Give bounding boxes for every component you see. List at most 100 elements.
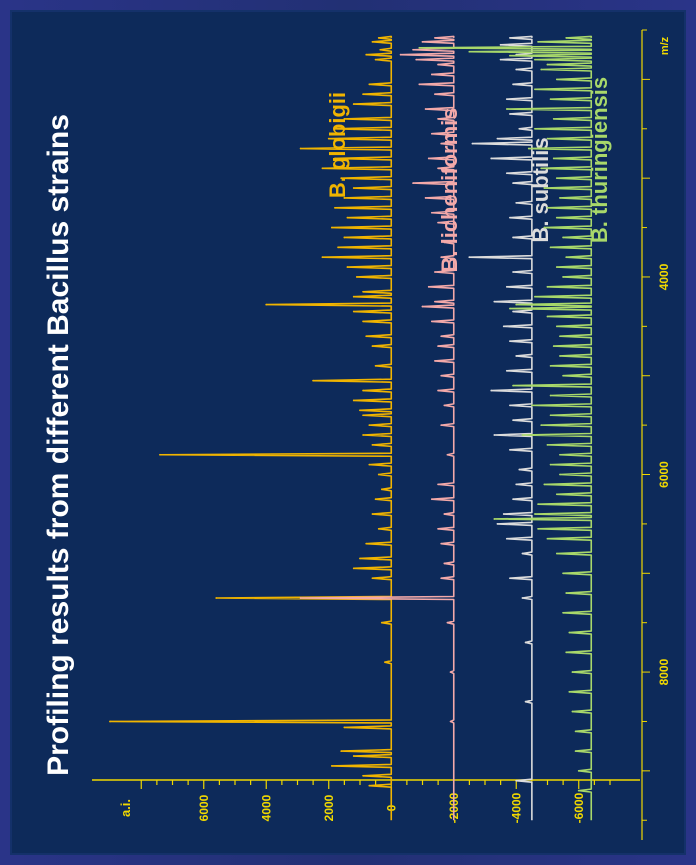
peak-point: [562, 276, 565, 278]
peak-point: [434, 271, 436, 273]
peak-point: [505, 98, 508, 101]
peak-point: [421, 305, 424, 308]
peak-point: [468, 50, 471, 53]
peak-point: [418, 46, 421, 49]
chart-panel: [10, 10, 686, 855]
peak-point: [440, 424, 443, 427]
peak-point: [380, 488, 383, 491]
peak-point: [512, 498, 515, 501]
peak-point: [515, 355, 518, 357]
peak-point: [109, 720, 111, 723]
peak-point: [521, 434, 524, 436]
peak-point: [346, 216, 349, 219]
peak-point: [430, 73, 433, 76]
series-line: [299, 35, 455, 821]
peak-point: [546, 63, 549, 66]
peak-point: [540, 167, 543, 170]
peak-point: [543, 483, 546, 486]
peak-point: [555, 493, 558, 496]
peak-point: [509, 577, 511, 580]
peak-point: [534, 295, 536, 298]
peak-point: [537, 527, 540, 530]
peak-point: [321, 167, 324, 170]
peak-point: [443, 513, 446, 515]
peak-point: [518, 468, 521, 471]
y-tick-label: -4000: [509, 792, 523, 823]
peak-point: [327, 137, 330, 140]
peak-point: [490, 389, 493, 392]
peak-point: [330, 226, 333, 229]
peak-point: [549, 246, 552, 249]
peak-point: [509, 54, 511, 57]
peak-point: [543, 187, 546, 189]
peak-point: [509, 340, 511, 343]
peak-point: [340, 750, 343, 752]
peak-point: [549, 414, 552, 417]
peak-point: [512, 310, 515, 313]
peak-point: [515, 779, 518, 782]
peak-point: [512, 236, 515, 239]
peak-point: [505, 369, 508, 372]
peak-point: [574, 730, 577, 733]
y-tick-label: 6000: [197, 794, 211, 821]
peak-point: [449, 671, 452, 673]
peak-point: [437, 483, 440, 486]
peak-point: [427, 157, 430, 160]
peak-point: [352, 103, 355, 105]
peak-point: [434, 300, 436, 303]
peak-point: [549, 364, 552, 367]
peak-point: [559, 335, 561, 338]
peak-point: [505, 172, 508, 175]
series-label: B. thuringiensis: [587, 77, 612, 243]
peak-point: [362, 320, 365, 323]
peak-point: [374, 58, 377, 61]
y-axis-label: a.i.: [118, 799, 133, 817]
peak-point: [577, 769, 580, 772]
peak-point: [334, 127, 336, 130]
peak-point: [509, 307, 511, 310]
peak-point: [412, 182, 415, 185]
peak-point: [524, 700, 527, 703]
peak-point: [521, 552, 524, 555]
peak-point: [368, 784, 371, 787]
peak-point: [555, 552, 558, 555]
peak-point: [555, 216, 558, 219]
series-line: [109, 35, 393, 821]
peak-point: [437, 389, 440, 392]
peak-point: [371, 513, 374, 515]
peak-point: [568, 690, 571, 693]
peak-point: [512, 384, 515, 387]
peak-point: [299, 147, 302, 150]
peak-point: [546, 285, 549, 288]
peak-point: [434, 360, 436, 362]
peak-point: [565, 651, 568, 654]
x-tick-label: 8000: [657, 658, 671, 685]
peak-point: [540, 424, 543, 427]
peak-point: [509, 404, 511, 407]
peak-point: [362, 290, 365, 293]
peak-point: [440, 142, 443, 145]
peak-point: [337, 246, 340, 249]
peak-point: [577, 789, 580, 792]
peak-point: [559, 453, 561, 456]
peak-point: [515, 303, 518, 306]
peak-point: [334, 157, 336, 160]
peak-point: [377, 473, 380, 476]
peak-point: [343, 726, 346, 729]
peak-point: [555, 325, 558, 328]
peak-point: [546, 137, 549, 140]
peak-point: [359, 409, 361, 412]
peak-point: [549, 394, 552, 397]
peak-point: [499, 43, 502, 46]
peak-point: [549, 98, 552, 101]
peak-point: [352, 567, 355, 570]
peak-point: [362, 389, 365, 392]
peak-point: [424, 197, 427, 199]
peak-point: [371, 345, 374, 347]
peak-point: [446, 453, 449, 456]
peak-point: [352, 187, 355, 189]
peak-point: [534, 513, 536, 515]
peak-point: [377, 527, 380, 530]
peak-point: [559, 355, 561, 357]
